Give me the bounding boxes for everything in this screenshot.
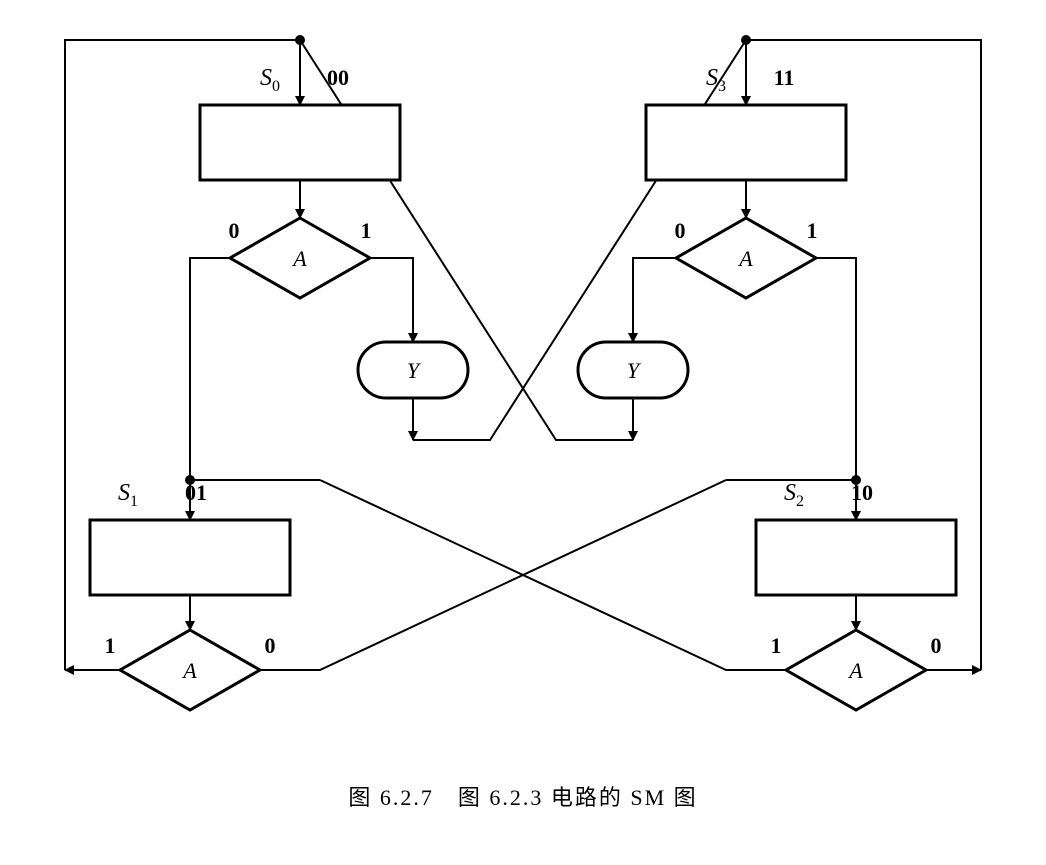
label-a2_0: 0 (931, 633, 942, 658)
label-s3_code: 11 (774, 65, 795, 90)
label-a3_0: 0 (675, 218, 686, 243)
label-s1_name: S1 (118, 480, 138, 510)
edge-a1_0_cross (260, 480, 726, 670)
edge-a0_1_to_y (370, 258, 413, 342)
label-a2_lbl: A (847, 658, 863, 683)
edge-a3_0_to_y (633, 258, 676, 342)
label-s1_code: 01 (185, 480, 207, 505)
edge-a0_0_down (190, 258, 230, 480)
diagram-container: S000S311S101S210AAAAYY01011010 图 6.2.7 图… (20, 20, 1026, 845)
label-a2_1: 1 (771, 633, 782, 658)
state-box-s1_box (90, 520, 290, 595)
label-a1_0: 0 (265, 633, 276, 658)
label-s0_name: S0 (260, 65, 280, 95)
label-a1_lbl: A (181, 658, 197, 683)
label-s3_name: S3 (706, 65, 726, 95)
state-box-s0_box (200, 105, 400, 180)
label-a0_0: 0 (229, 218, 240, 243)
label-a0_lbl: A (291, 246, 307, 271)
junction-dot (295, 35, 305, 45)
label-a3_lbl: A (737, 246, 753, 271)
label-s2_name: S2 (784, 480, 804, 510)
junction-dot (741, 35, 751, 45)
edge-a3_1_down (816, 258, 856, 480)
label-a1_1: 1 (105, 633, 116, 658)
state-box-s2_box (756, 520, 956, 595)
edge-a2_1_cross (320, 480, 786, 670)
label-s2_code: 10 (851, 480, 873, 505)
label-a3_1: 1 (807, 218, 818, 243)
figure-caption: 图 6.2.7 图 6.2.3 电路的 SM 图 (20, 780, 1026, 812)
state-box-s3_box (646, 105, 846, 180)
label-a0_1: 1 (361, 218, 372, 243)
label-s0_code: 00 (327, 65, 349, 90)
sm-chart: S000S311S101S210AAAAYY01011010 (20, 20, 1026, 780)
